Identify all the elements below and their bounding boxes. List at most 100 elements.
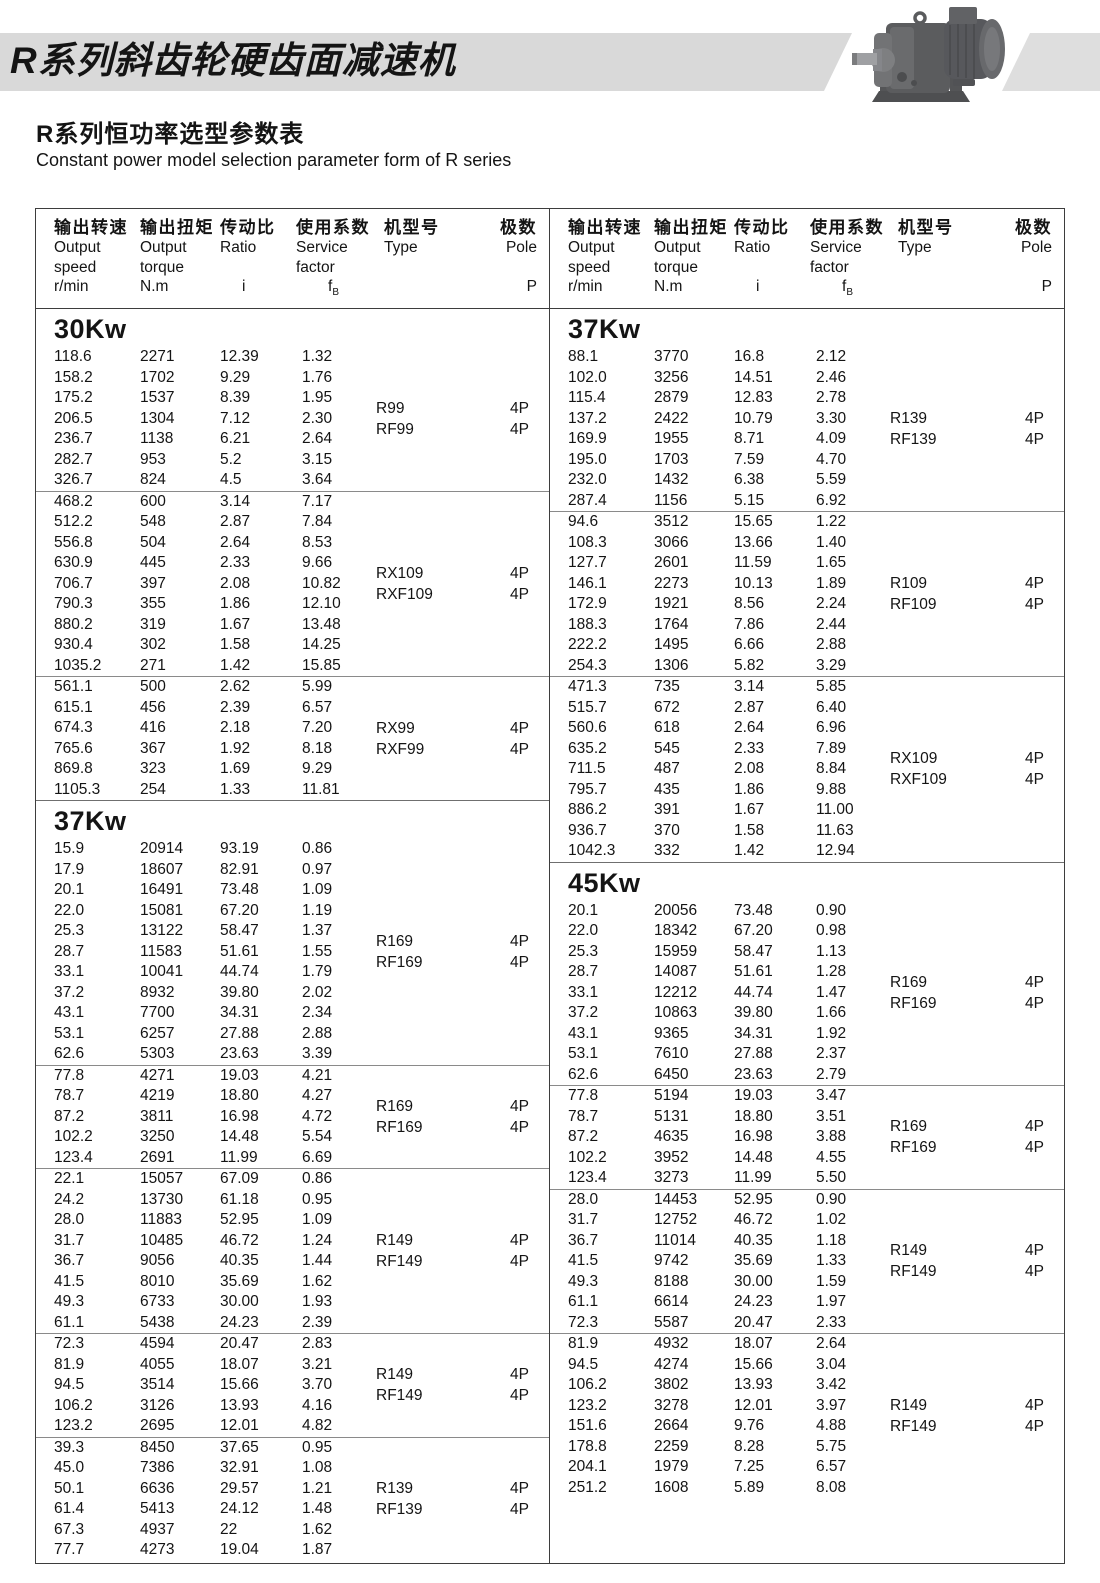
- cell-output-speed: 795.7: [568, 780, 607, 798]
- cell-service-factor: 1.09: [302, 1211, 333, 1229]
- cell-ratio: 2.62: [220, 678, 251, 696]
- type-label: RX109: [890, 750, 938, 768]
- cell-output-torque: 3811: [140, 1107, 174, 1125]
- cell-service-factor: 2.39: [302, 1313, 333, 1331]
- cell-ratio: 1.42: [734, 842, 765, 860]
- pole-label: 4P: [510, 1366, 529, 1384]
- cell-output-torque: 14087: [654, 963, 698, 981]
- type-pole-line: RXF109 4P: [890, 769, 1056, 790]
- cell-ratio: 13.93: [734, 1376, 773, 1394]
- cell-service-factor: 1.95: [302, 389, 333, 407]
- table-header-left: 输出转速 Output speed r/min 输出扭矩 Output torq…: [36, 209, 549, 309]
- pole-label: 4P: [1025, 1118, 1044, 1136]
- table-row: 108.3 3066 13.66 1.40: [550, 533, 1064, 554]
- col-header-output-speed: 输出转速 Output speed r/min: [54, 218, 128, 295]
- cell-output-speed: 158.2: [54, 368, 93, 386]
- table-row: 81.9 4055 18.07 3.21: [36, 1355, 549, 1376]
- pole-label: 4P: [510, 719, 529, 737]
- cell-service-factor: 4.09: [816, 430, 847, 448]
- cell-ratio: 2.18: [220, 719, 251, 737]
- cell-output-torque: 10863: [654, 1004, 698, 1022]
- cell-ratio: 1.67: [220, 615, 251, 633]
- table-row: 49.3 6733 30.00 1.93: [36, 1292, 549, 1313]
- cell-output-torque: 4635: [654, 1128, 689, 1146]
- cell-output-speed: 102.0: [568, 368, 607, 386]
- cell-output-torque: 1921: [654, 595, 689, 613]
- cell-output-speed: 20.1: [54, 881, 85, 899]
- cell-service-factor: 2.12: [816, 348, 847, 366]
- table-row: 94.5 3514 15.66 3.70: [36, 1375, 549, 1396]
- cell-ratio: 23.63: [220, 1045, 259, 1063]
- cell-output-speed: 87.2: [568, 1128, 599, 1146]
- cell-output-torque: 7700: [140, 1004, 175, 1022]
- cell-ratio: 11.99: [734, 1169, 772, 1187]
- cell-service-factor: 2.37: [816, 1045, 847, 1063]
- cell-ratio: 2.08: [734, 760, 765, 778]
- table-row: 72.3 5587 20.47 2.33: [550, 1313, 1064, 1334]
- type-label: RX109: [376, 564, 424, 582]
- cell-output-speed: 765.6: [54, 739, 93, 757]
- cell-output-speed: 630.9: [54, 554, 93, 572]
- cell-output-torque: 5413: [140, 1500, 175, 1518]
- cell-ratio: 10.79: [734, 409, 773, 427]
- cell-ratio: 34.31: [734, 1024, 773, 1042]
- cell-output-speed: 81.9: [54, 1355, 85, 1373]
- table-row: 20.1 16491 73.48 1.09: [36, 880, 549, 901]
- cell-output-torque: 1156: [654, 491, 688, 509]
- cell-ratio: 27.88: [220, 1024, 259, 1042]
- cell-service-factor: 1.44: [302, 1252, 333, 1270]
- cell-output-torque: 2879: [654, 389, 689, 407]
- cell-service-factor: 0.90: [816, 1190, 847, 1208]
- cell-service-factor: 1.13: [816, 942, 847, 960]
- cell-ratio: 8.71: [734, 430, 765, 448]
- type-pole-line: RF169 4P: [376, 952, 541, 973]
- cell-output-speed: 512.2: [54, 513, 93, 531]
- cell-service-factor: 8.08: [816, 1478, 847, 1496]
- power-section: 37Kw 88.1 3770 16.8 2.12 102.0 3256 14.51 2.46 11…: [550, 309, 1064, 862]
- table-row: 287.4 1156 5.15 6.92: [550, 491, 1064, 512]
- cell-output-torque: 3066: [654, 533, 689, 551]
- cell-output-torque: 8932: [140, 983, 175, 1001]
- cell-ratio: 44.74: [220, 963, 259, 981]
- table-row: 674.3 416 2.18 7.20: [36, 718, 549, 739]
- power-section-label: 30Kw: [54, 314, 127, 344]
- cell-ratio: 13.93: [220, 1396, 259, 1414]
- cell-output-speed: 151.6: [568, 1417, 607, 1435]
- cell-service-factor: 7.84: [302, 513, 333, 531]
- cell-ratio: 1.67: [734, 801, 765, 819]
- cell-service-factor: 4.16: [302, 1396, 333, 1414]
- cell-output-torque: 445: [140, 554, 166, 572]
- cell-service-factor: 2.88: [816, 636, 847, 654]
- cell-output-torque: 6636: [140, 1479, 175, 1497]
- table-row: 28.0 14453 52.95 0.90: [550, 1190, 1064, 1211]
- cell-output-torque: 13122: [140, 922, 184, 940]
- cell-service-factor: 8.84: [816, 760, 847, 778]
- type-label: RF109: [890, 596, 937, 613]
- cell-service-factor: 7.89: [816, 739, 847, 757]
- table-row: 41.5 9742 35.69 1.33: [550, 1251, 1064, 1272]
- cell-output-torque: 4055: [140, 1355, 175, 1373]
- cell-output-torque: 3278: [654, 1396, 689, 1414]
- cell-output-torque: 7610: [654, 1045, 689, 1063]
- banner-title: R系列斜齿轮硬齿面减速机: [10, 40, 456, 81]
- cell-service-factor: 3.39: [302, 1045, 333, 1063]
- type-pole-line: RF149 4P: [890, 1416, 1056, 1437]
- cell-output-torque: 15081: [140, 901, 184, 919]
- cell-service-factor: 1.37: [302, 922, 333, 940]
- cell-output-speed: 287.4: [568, 491, 607, 509]
- table-row: 28.0 11883 52.95 1.09: [36, 1210, 549, 1231]
- cell-output-speed: 36.7: [54, 1252, 85, 1270]
- row-group: 118.6 2271 12.39 1.32 158.2 1702 9.29 1.76 175.2…: [36, 347, 549, 491]
- cell-service-factor: 1.32: [302, 348, 333, 366]
- type-label: RXF109: [376, 585, 433, 603]
- cell-output-speed: 236.7: [54, 430, 93, 448]
- cell-ratio: 18.80: [220, 1087, 259, 1105]
- cell-service-factor: 1.66: [816, 1004, 847, 1022]
- cell-output-speed: 106.2: [568, 1376, 607, 1394]
- cell-service-factor: 8.18: [302, 739, 333, 757]
- cell-ratio: 16.98: [734, 1128, 773, 1146]
- cell-ratio: 22: [220, 1520, 238, 1538]
- col-header-service-factor: 使用系数 Service factor fB: [296, 218, 370, 299]
- cell-service-factor: 6.92: [816, 491, 847, 509]
- cell-ratio: 19.03: [220, 1066, 259, 1084]
